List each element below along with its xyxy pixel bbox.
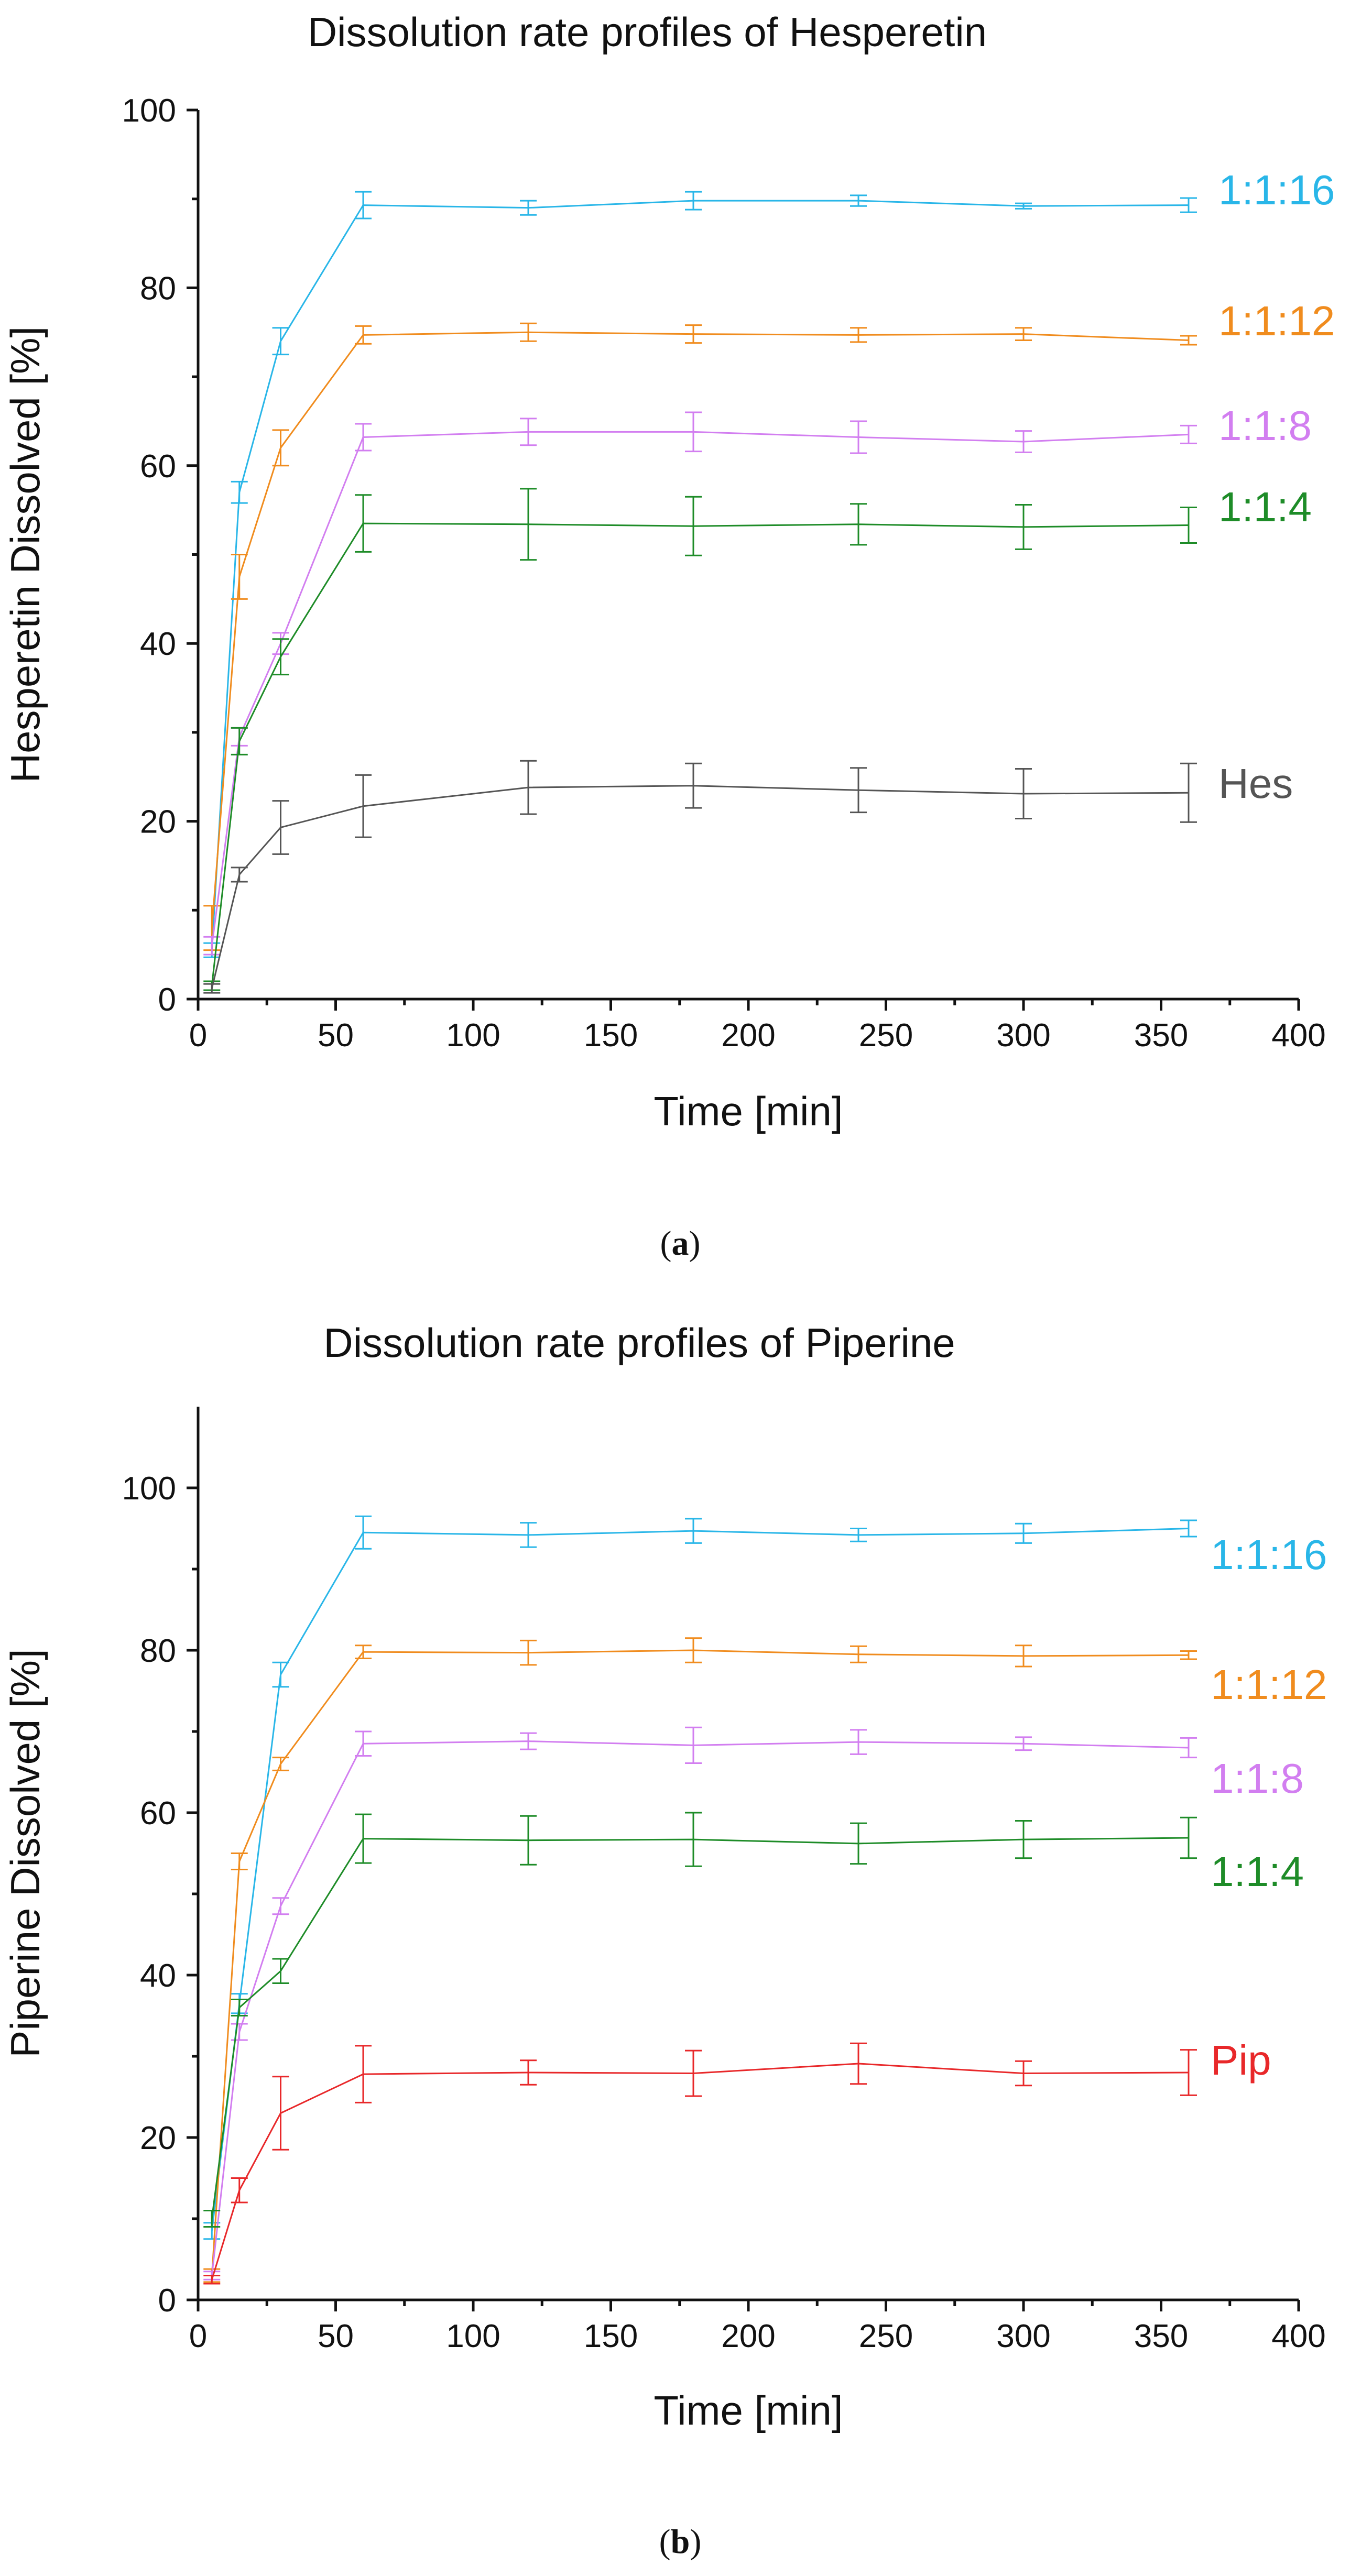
series-1-1-4 (203, 488, 1197, 991)
x-tick-label: 350 (1134, 2318, 1188, 2354)
series-line (211, 1837, 1189, 2219)
x-tick-label: 100 (446, 2318, 500, 2354)
series-1-1-16 (203, 1515, 1197, 2240)
panel-b: Dissolution rate profiles of Piperine 0 50… (0, 1289, 1361, 2576)
x-tick-label: 250 (859, 1017, 913, 1054)
x-axis-label: Time [min] (654, 1088, 843, 1134)
y-tick-label: 40 (140, 1958, 176, 1994)
series-label-1-1-16: 1:1:16 (1211, 1531, 1327, 1578)
panel-a: Dissolution rate profiles of Hesperetin 0… (2, 9, 1335, 1263)
panel-caption: (a) (660, 1224, 701, 1263)
chart-title: Dissolution rate profiles of Hesperetin (308, 9, 987, 55)
x-tick-label: 0 (189, 1017, 207, 1054)
series-1-1-12 (203, 1637, 1197, 2283)
y-axis-label: Hesperetin Dissolved [%] (2, 326, 48, 783)
x-tick-label: 100 (446, 1017, 500, 1054)
y-tick-label: 0 (158, 982, 176, 1018)
y-tick-label: 60 (140, 448, 176, 485)
x-axis-label: Time [min] (654, 2387, 843, 2434)
series-line (211, 522, 1189, 986)
series-line (211, 785, 1189, 989)
x-tick-label: 50 (318, 2318, 354, 2354)
y-tick-label: 80 (140, 1633, 176, 1669)
series-line (211, 1740, 1189, 2276)
series-1-1-8 (203, 411, 1197, 956)
x-tick-label: 300 (996, 2318, 1050, 2354)
series-line (211, 331, 1189, 928)
series-pip (203, 2042, 1197, 2285)
y-axis-label: Piperine Dissolved [%] (2, 1649, 48, 2057)
x-tick-label: 150 (584, 2318, 638, 2354)
chart-title: Dissolution rate profiles of Piperine (323, 1320, 955, 1366)
y-tick-label: 20 (140, 804, 176, 840)
series-label-1-1-12: 1:1:12 (1211, 1661, 1327, 1708)
series-line (211, 1528, 1189, 2231)
series-label-1-1-8: 1:1:8 (1211, 1755, 1304, 1802)
series-label-1-1-4: 1:1:4 (1211, 1848, 1304, 1895)
x-tick-label: 200 (721, 1017, 775, 1054)
series-line (211, 431, 1189, 946)
series-label-1-1-12: 1:1:12 (1218, 298, 1335, 344)
y-tick-label: 100 (122, 1471, 176, 1507)
y-tick-label: 20 (140, 2120, 176, 2156)
y-tick-label: 0 (158, 2283, 176, 2319)
series-1-1-16 (203, 191, 1197, 958)
y-tick-label: 100 (122, 93, 176, 129)
y-tick-label: 60 (140, 1795, 176, 1832)
panel-caption: (b) (659, 2523, 702, 2561)
series-label-hes: Hes (1218, 760, 1293, 807)
x-tick-label: 150 (584, 1017, 638, 1054)
series-label-1-1-4: 1:1:4 (1218, 484, 1312, 530)
series-label-1-1-16: 1:1:16 (1218, 167, 1335, 213)
x-tick-label: 0 (189, 2318, 207, 2354)
series-1-1-4 (203, 1812, 1197, 2228)
x-tick-label: 250 (859, 2318, 913, 2354)
chart-hesperetin: Dissolution rate profiles of Hesperetin 0… (2, 9, 1335, 1263)
x-tick-label: 300 (996, 1017, 1050, 1054)
x-tick-label: 200 (721, 2318, 775, 2354)
series-1-1-12 (203, 322, 1197, 951)
x-tick-label: 400 (1271, 1017, 1325, 1054)
y-tick-label: 40 (140, 626, 176, 662)
series-label-pip: Pip (1211, 2037, 1271, 2084)
series-1-1-8 (203, 1726, 1197, 2281)
series-hes (203, 760, 1197, 994)
x-tick-label: 50 (318, 1017, 354, 1054)
y-tick-label: 80 (140, 270, 176, 306)
chart-piperine: Dissolution rate profiles of Piperine 0 50… (2, 1320, 1327, 2561)
x-tick-label: 350 (1134, 1017, 1188, 1054)
x-tick-label: 400 (1271, 2318, 1325, 2354)
series-label-1-1-8: 1:1:8 (1218, 402, 1312, 449)
